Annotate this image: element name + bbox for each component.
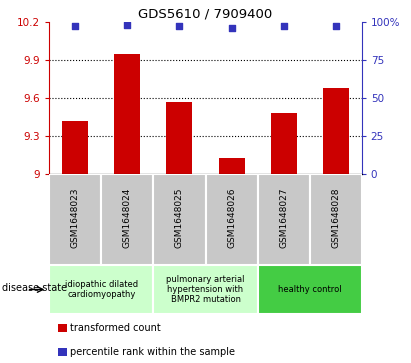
Bar xyxy=(206,174,258,265)
Bar xyxy=(258,174,309,265)
Bar xyxy=(258,265,362,314)
Text: GSM1648024: GSM1648024 xyxy=(123,188,132,248)
Bar xyxy=(323,88,349,174)
Bar xyxy=(102,174,153,265)
Bar xyxy=(49,174,102,265)
Text: transformed count: transformed count xyxy=(70,323,161,333)
Title: GDS5610 / 7909400: GDS5610 / 7909400 xyxy=(139,8,272,21)
Text: disease state: disease state xyxy=(2,283,67,293)
Point xyxy=(332,24,339,29)
Text: healthy control: healthy control xyxy=(278,285,342,294)
Bar xyxy=(62,121,88,174)
Bar xyxy=(309,174,362,265)
Point xyxy=(72,24,79,29)
Bar xyxy=(114,54,141,174)
Point xyxy=(176,24,183,29)
Point xyxy=(280,24,287,29)
Bar xyxy=(270,113,297,174)
Bar xyxy=(153,174,206,265)
Bar xyxy=(49,265,153,314)
Point xyxy=(228,25,235,31)
Bar xyxy=(219,158,245,174)
Text: percentile rank within the sample: percentile rank within the sample xyxy=(70,347,235,357)
Text: GSM1648027: GSM1648027 xyxy=(279,188,288,248)
Text: GSM1648025: GSM1648025 xyxy=(175,188,184,248)
Text: pulmonary arterial
hypertension with
BMPR2 mutation: pulmonary arterial hypertension with BMP… xyxy=(166,274,245,305)
Text: GSM1648023: GSM1648023 xyxy=(71,188,80,248)
Text: idiopathic dilated
cardiomyopathy: idiopathic dilated cardiomyopathy xyxy=(65,280,138,299)
Point xyxy=(124,22,131,28)
Bar xyxy=(166,102,192,174)
Text: GSM1648028: GSM1648028 xyxy=(331,188,340,248)
Text: GSM1648026: GSM1648026 xyxy=(227,188,236,248)
Bar xyxy=(153,265,258,314)
